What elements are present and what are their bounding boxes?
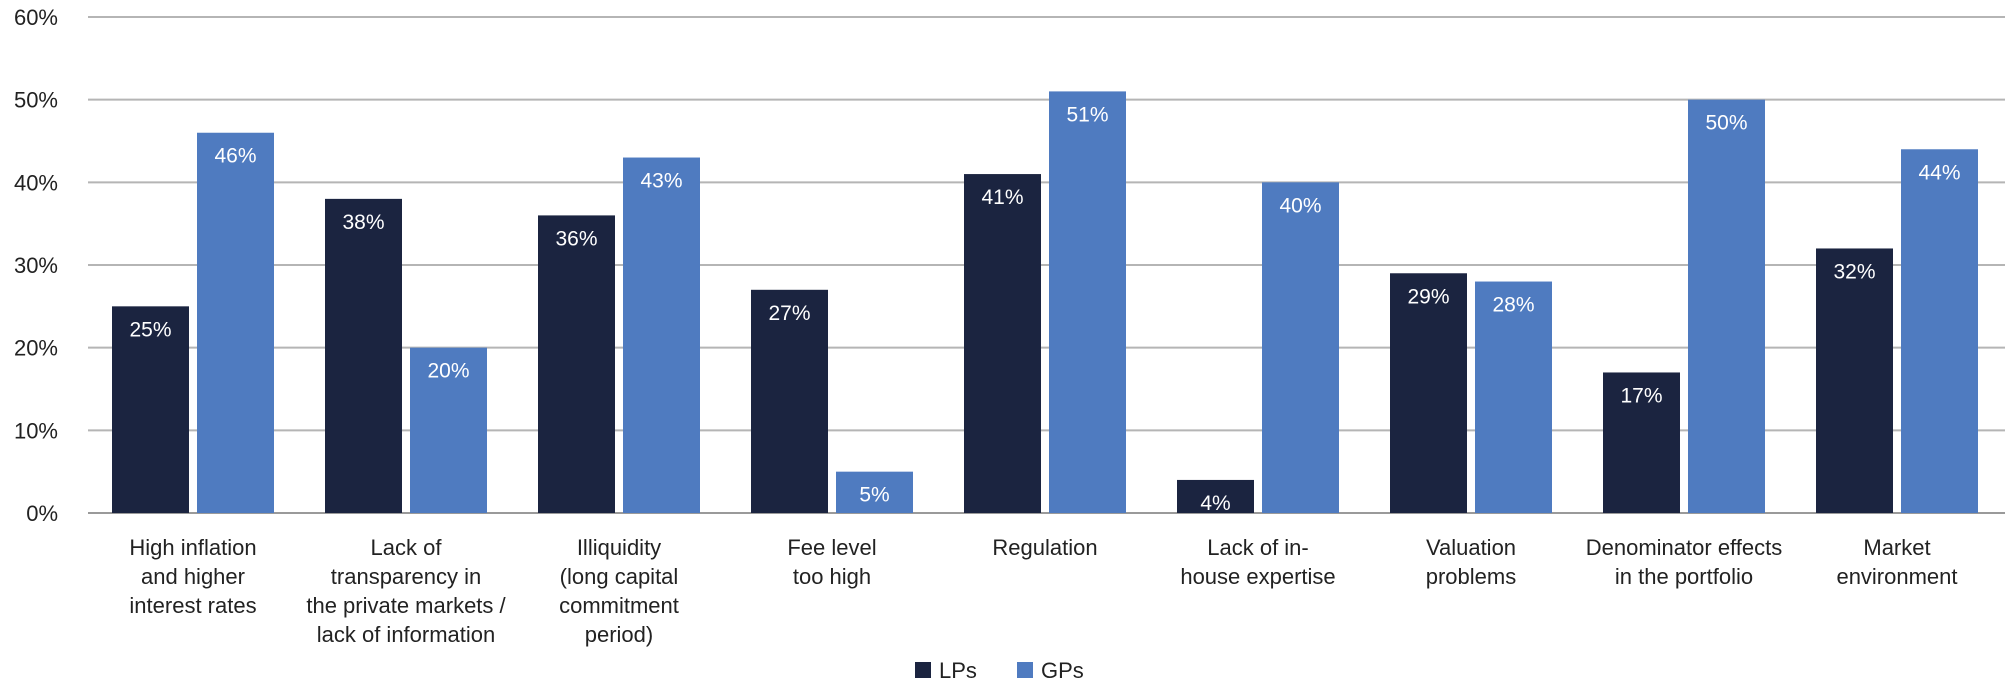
category-label-line: lack of information — [317, 622, 496, 647]
data-label-lps-6: 29% — [1407, 285, 1449, 308]
legend-label-lps: LPs — [939, 658, 977, 683]
category-label: Denominator effects in the portfolio — [1586, 535, 1782, 589]
data-label-gps-8: 44% — [1918, 161, 1960, 184]
data-label-lps-3: 27% — [768, 302, 810, 325]
category-label-line: (long capital — [560, 564, 679, 589]
bar-lps-8 — [1816, 248, 1893, 513]
category-label: Valuation problems — [1426, 535, 1516, 589]
bars-layer: 25% 46% 38% 20% 36% 43% 27% 5% 41% 51% 4% 40% 29% 28%… — [112, 91, 1978, 515]
y-tick-label: 60% — [14, 5, 58, 30]
category-label-line: the private markets / — [306, 593, 506, 618]
category-label-line: problems — [1426, 564, 1516, 589]
bar-gps-5 — [1262, 182, 1339, 514]
legend-label-gps: GPs — [1041, 658, 1084, 683]
data-label-gps-4: 51% — [1066, 103, 1108, 126]
grid-layer — [88, 16, 2005, 514]
bar-lps-7 — [1603, 372, 1680, 513]
category-label: Regulation — [992, 535, 1097, 560]
category-label: Market environment — [1836, 535, 1957, 589]
bar-lps-3 — [751, 289, 828, 513]
category-label: Fee level too high — [787, 535, 876, 589]
category-label-line: in the portfolio — [1615, 564, 1753, 589]
category-label-line: and higher — [141, 564, 245, 589]
category-label: Lack of in-house expertise — [1180, 535, 1335, 589]
data-label-gps-7: 50% — [1705, 112, 1747, 135]
data-label-gps-6: 28% — [1492, 294, 1534, 317]
data-label-gps-0: 46% — [214, 145, 256, 168]
category-label-line: Lack of in- — [1207, 535, 1309, 560]
data-label-lps-1: 38% — [342, 211, 384, 234]
category-label-line: High inflation — [129, 535, 256, 560]
category-label-line: Denominator effects — [1586, 535, 1782, 560]
bar-gps-4 — [1049, 91, 1126, 514]
data-label-lps-8: 32% — [1833, 260, 1875, 283]
category-label-line: Valuation — [1426, 535, 1516, 560]
category-label-line: Regulation — [992, 535, 1097, 560]
data-label-lps-0: 25% — [129, 318, 171, 341]
legend: LPs GPs — [915, 658, 1084, 683]
bar-gps-7 — [1688, 99, 1765, 514]
category-label-line: Market — [1863, 535, 1930, 560]
y-tick-label: 40% — [14, 170, 58, 195]
y-tick-label: 10% — [14, 418, 58, 443]
legend-swatch-lps — [915, 662, 931, 678]
category-label-line: house expertise — [1180, 564, 1335, 589]
category-label-line: Fee level — [787, 535, 876, 560]
y-tick-label: 30% — [14, 253, 58, 278]
category-label-line: commitment — [559, 593, 679, 618]
data-label-lps-4: 41% — [981, 186, 1023, 209]
data-label-lps-7: 17% — [1620, 384, 1662, 407]
category-label-line: environment — [1836, 564, 1957, 589]
category-label-line: interest rates — [129, 593, 256, 618]
category-label-line: too high — [793, 564, 871, 589]
category-label: High inflation and higher interest rates — [129, 535, 256, 618]
data-label-gps-5: 40% — [1279, 194, 1321, 217]
category-label-line: period) — [585, 622, 653, 647]
bar-gps-6 — [1475, 281, 1552, 513]
data-label-gps-1: 20% — [427, 360, 469, 383]
legend-swatch-gps — [1017, 662, 1033, 678]
data-label-gps-3: 5% — [859, 484, 889, 507]
axis-layer: 0% 10% 20% 30% 40% 50% 60% High inflation and hi… — [14, 5, 1958, 647]
y-tick-label: 0% — [26, 501, 58, 526]
bar-lps-4 — [964, 174, 1041, 514]
category-label: Illiquidity (long capital commitment period… — [559, 535, 679, 647]
bar-lps-6 — [1390, 273, 1467, 513]
bar-lps-2 — [538, 215, 615, 513]
bar-gps-8 — [1901, 149, 1978, 513]
bar-gps-0 — [197, 132, 274, 513]
category-label-line: Illiquidity — [577, 535, 661, 560]
bar-gps-3 — [836, 471, 913, 513]
data-label-lps-2: 36% — [555, 227, 597, 250]
bar-lps-0 — [112, 306, 189, 513]
y-tick-label: 50% — [14, 88, 58, 113]
data-label-lps-5: 4% — [1200, 492, 1230, 515]
category-label-line: Lack of — [371, 535, 443, 560]
bar-gps-1 — [410, 347, 487, 513]
bar-lps-1 — [325, 198, 402, 513]
bar-gps-2 — [623, 157, 700, 514]
category-label: Lack of transparency in the private market… — [306, 535, 506, 647]
data-label-gps-2: 43% — [640, 170, 682, 193]
category-label-line: transparency in — [331, 564, 481, 589]
y-tick-label: 20% — [14, 336, 58, 361]
bar-lps-5 — [1177, 479, 1254, 513]
